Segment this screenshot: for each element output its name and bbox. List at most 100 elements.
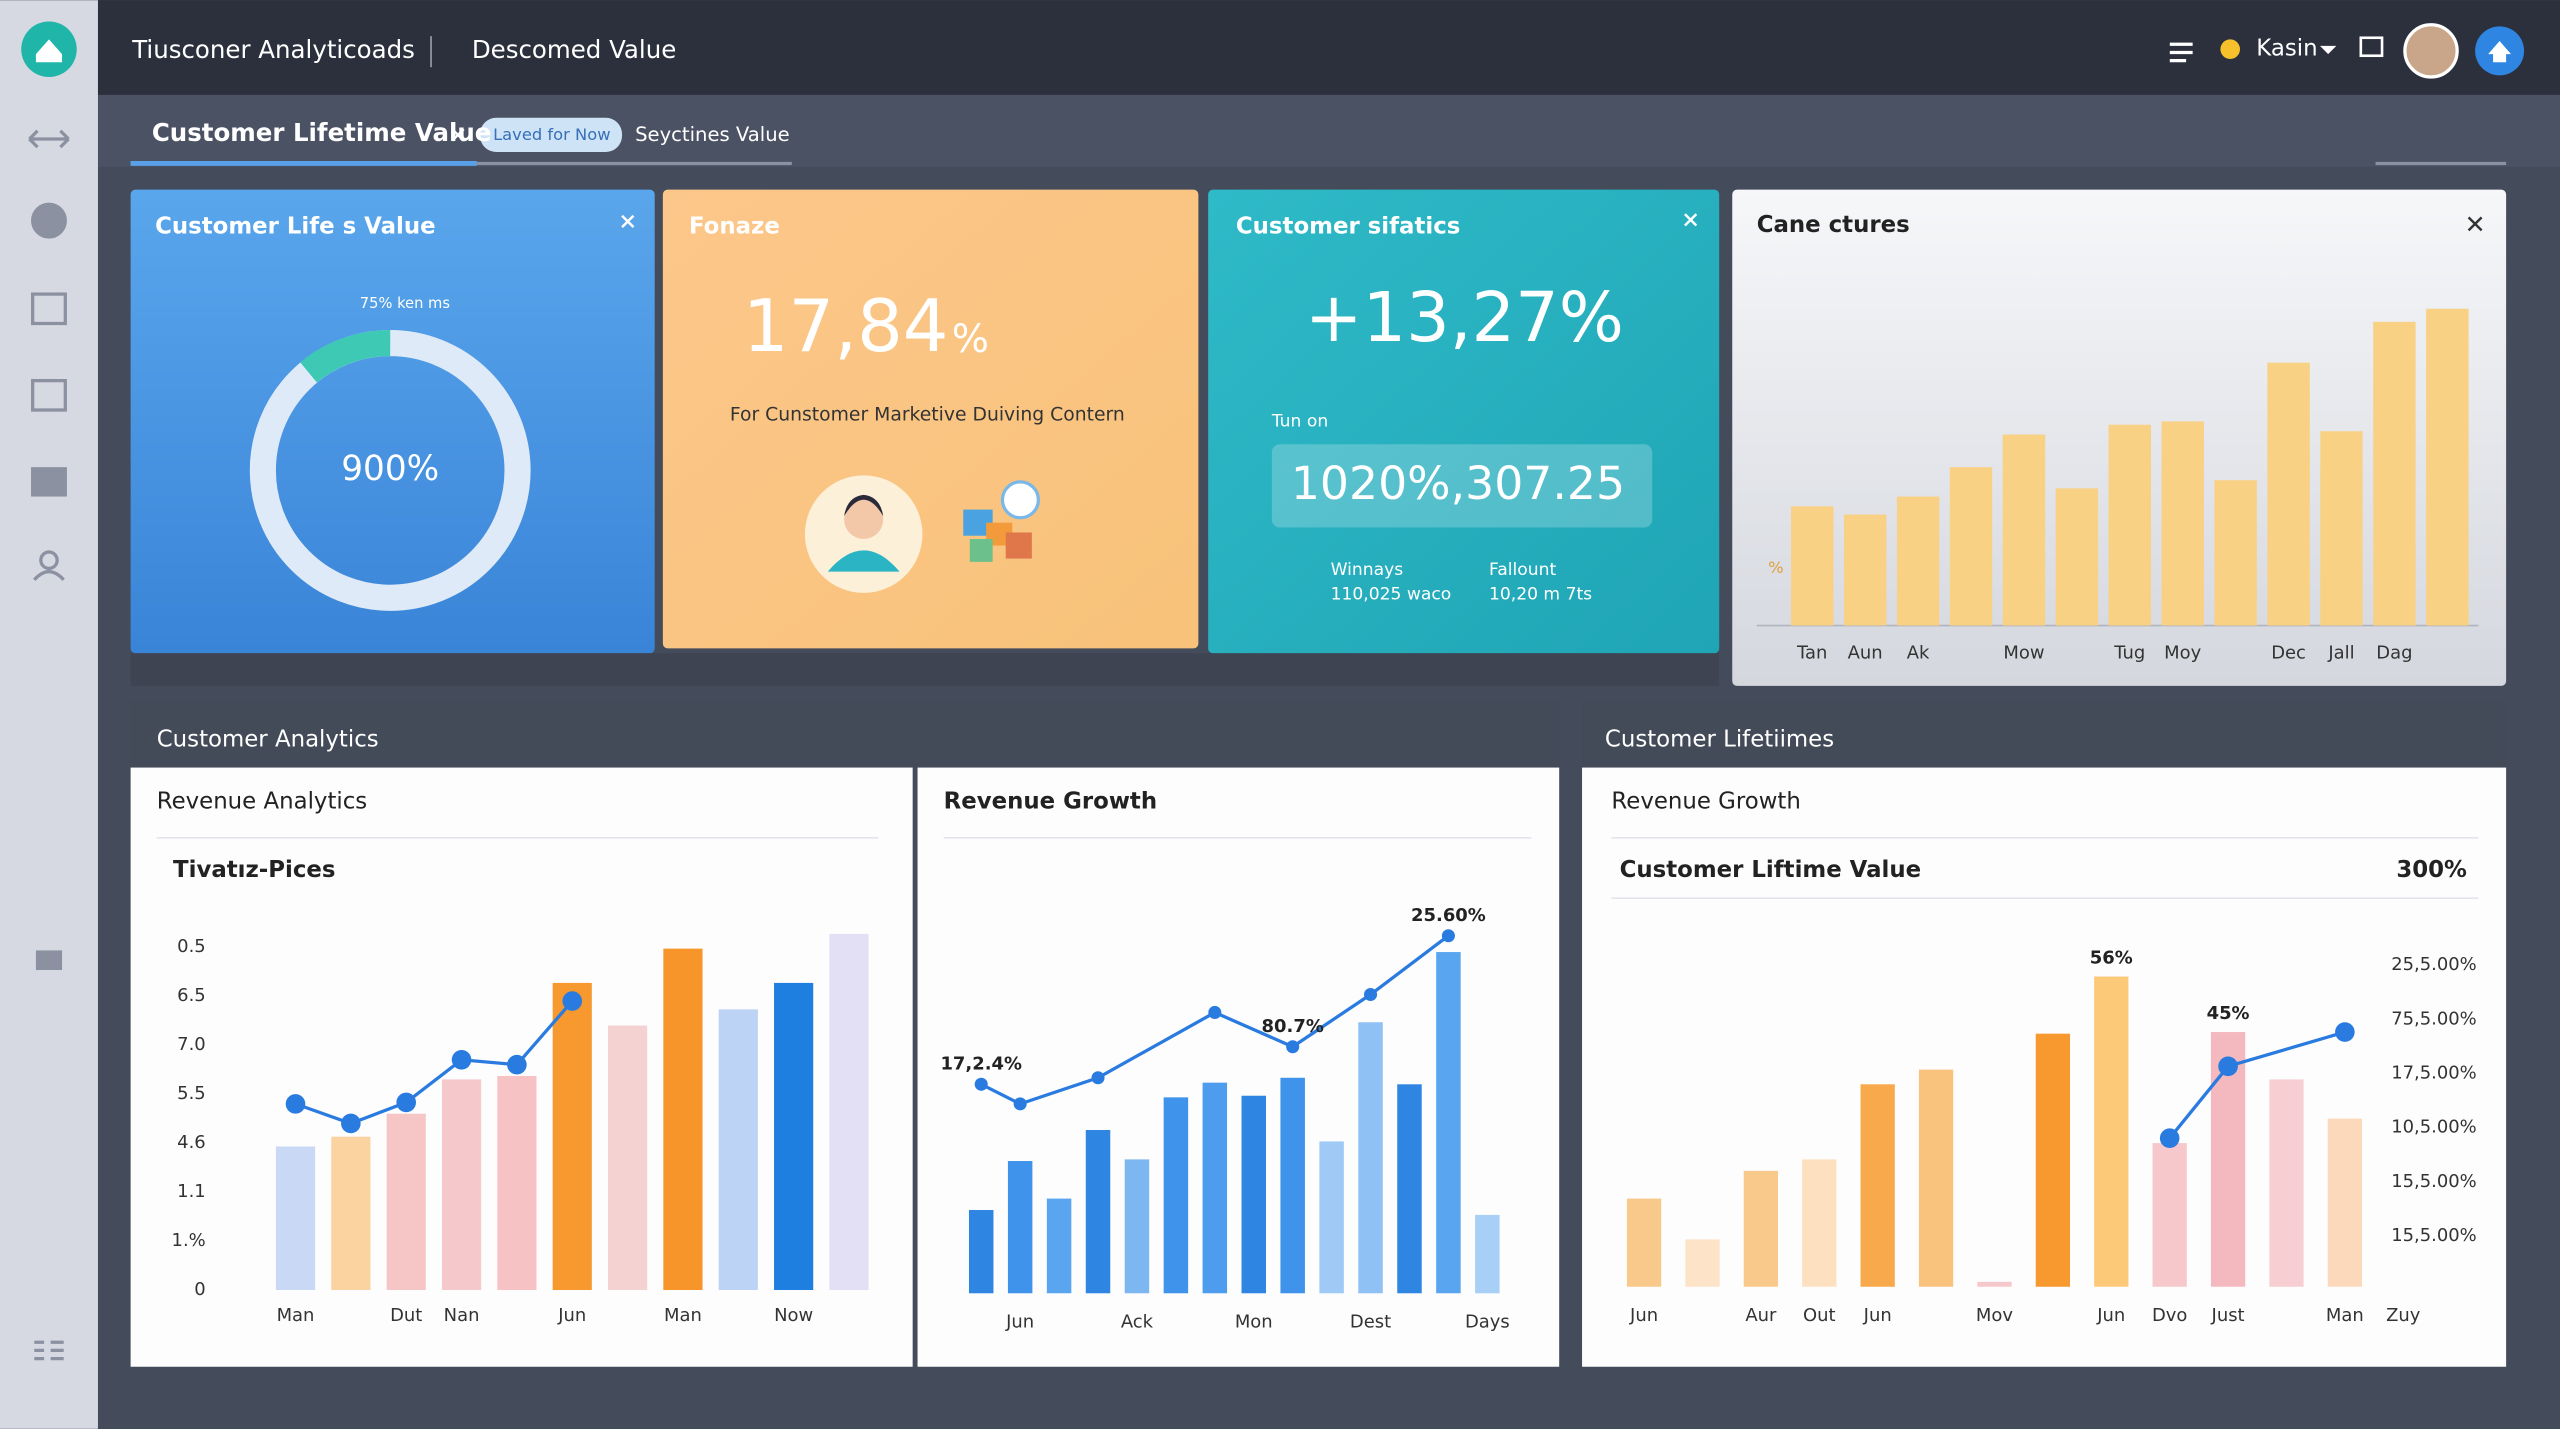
big-value: +13,27% (1305, 278, 1624, 358)
tab-pill[interactable] (480, 117, 623, 153)
x-tick-label: Out (1803, 1305, 1836, 1326)
point-label: 17,2.4% (940, 1054, 1022, 1075)
x-tick-label: Nan (444, 1305, 480, 1326)
user-caret[interactable] (2320, 45, 2337, 55)
avatar-body (827, 550, 900, 572)
x-tick-label: Dag (2376, 642, 2412, 663)
y-tick-label: 15,5.00% (2391, 1171, 2477, 1192)
x-tick-label: Jun (2096, 1305, 2125, 1326)
home-icon (35, 39, 63, 63)
line-point (1441, 929, 1455, 943)
bar (1202, 1082, 1228, 1294)
line-point (562, 991, 583, 1011)
x-tick-label: Aun (1848, 642, 1883, 663)
donut-ring (249, 330, 531, 611)
bar (2373, 321, 2416, 626)
close-icon[interactable] (1684, 213, 1698, 227)
y-tick-label: 4.6 (177, 1132, 206, 1153)
bar (1860, 1084, 1895, 1287)
bar (1241, 1095, 1266, 1294)
x-tick-label: Jun (1863, 1305, 1892, 1326)
x-tick-label: Jun (1005, 1312, 1034, 1333)
donut-value: 900% (341, 449, 439, 489)
bar (2055, 488, 2099, 626)
bar (608, 1025, 648, 1291)
x-tick-label: Man (2326, 1305, 2364, 1326)
user-name: Kasin (2256, 36, 2317, 62)
x-tick-label: Ak (1907, 642, 1930, 663)
bar (829, 933, 869, 1291)
section-title: Descomed Value (472, 35, 676, 64)
axis-label: % (1768, 558, 1784, 577)
line-point (285, 1094, 306, 1114)
bar (2426, 308, 2469, 626)
card-title: Customer sifatics (1236, 214, 1460, 240)
bar (2327, 1118, 2363, 1287)
point-label: 25.60% (1411, 905, 1486, 926)
y-tick-label: 0.5 (177, 936, 206, 957)
bar (968, 1210, 994, 1294)
app-title: Tiusconer Analyticoads (131, 35, 415, 64)
y-tick-label: 0 (194, 1279, 205, 1300)
list-icon[interactable] (2169, 42, 2193, 63)
bar (2035, 1033, 2071, 1287)
sidebar-icons (28, 129, 70, 1361)
chat-icon[interactable] (2359, 36, 2384, 58)
x-tick-label: Just (2211, 1305, 2245, 1326)
card-title: Fonaze (689, 214, 780, 240)
bar (718, 1009, 758, 1291)
big-value-unit: % (952, 317, 989, 362)
stat-label: Winnays (1331, 560, 1404, 580)
x-tick-label: Dest (1350, 1312, 1391, 1333)
x-tick-label: Mon (1235, 1312, 1273, 1333)
bar (2002, 434, 2046, 626)
header-icons (2169, 23, 2525, 79)
nav-icon[interactable] (31, 467, 67, 497)
close-icon[interactable] (621, 214, 635, 229)
y-tick-label: 17,5.00% (2391, 1063, 2477, 1084)
bar (1280, 1077, 1305, 1294)
x-tick-label: Now (774, 1305, 813, 1326)
tab[interactable]: Seyctines Value (635, 123, 790, 146)
bar (1843, 514, 1887, 626)
x-tick-label: Tug (2113, 642, 2145, 663)
nav-icon[interactable] (31, 202, 67, 239)
bar (1046, 1198, 1072, 1294)
bar (2108, 424, 2152, 626)
nav-icon[interactable] (35, 950, 63, 971)
expand-icon[interactable] (28, 129, 70, 149)
nav-icon[interactable] (31, 292, 67, 326)
bar (1085, 1130, 1111, 1294)
card-strip (130, 653, 1720, 686)
x-tick-label: Jall (2327, 642, 2354, 663)
x-tick-label: Zuy (2386, 1305, 2421, 1326)
x-tick-label: Man (664, 1305, 702, 1326)
close-icon[interactable] (2467, 216, 2483, 232)
nav-icon-body (33, 570, 65, 581)
star-icon (2220, 39, 2240, 59)
bar (331, 1136, 371, 1291)
card (662, 189, 1199, 649)
bar (2320, 431, 2363, 626)
line-point (396, 1092, 416, 1113)
tab-close[interactable] (451, 128, 465, 142)
chart-title: Revenue Analytics (157, 788, 367, 814)
nav-icon[interactable] (39, 550, 59, 571)
bar (2214, 480, 2257, 626)
bar (1743, 1170, 1779, 1287)
nav-icon[interactable] (31, 378, 67, 412)
menu-icon[interactable] (34, 1340, 64, 1361)
tab-active[interactable]: Customer Lifetime Value (152, 118, 492, 147)
line-point (1364, 987, 1378, 1002)
avatar[interactable] (2403, 23, 2459, 79)
line-point (2218, 1056, 2238, 1077)
bar (1918, 1069, 1954, 1287)
donut-arc (300, 330, 391, 383)
chart-headline: 300% (2396, 857, 2467, 883)
line-point (1208, 1005, 1222, 1019)
x-tick-label: Moy (2164, 642, 2201, 663)
bar (663, 948, 703, 1291)
card-subtitle: For Cunstomer Marketive Duiving Contern (730, 404, 1125, 425)
